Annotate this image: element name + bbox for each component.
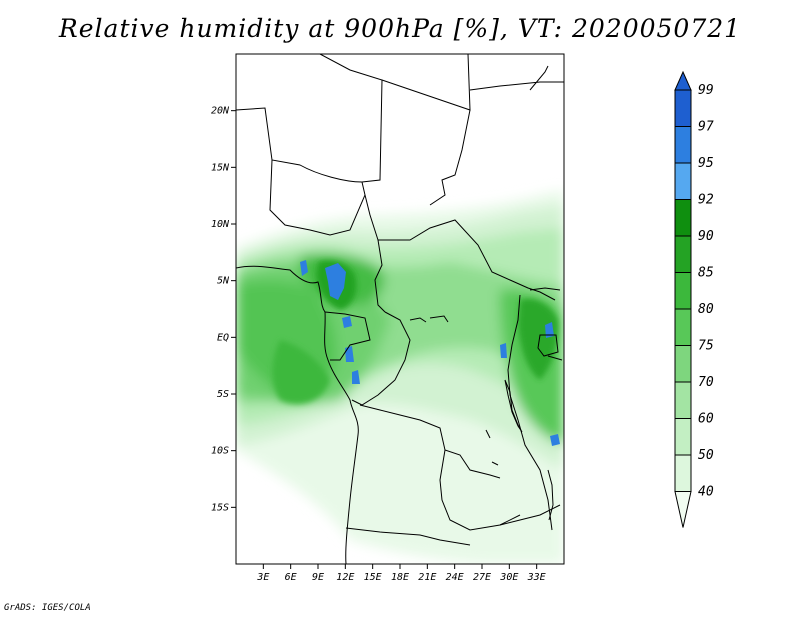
- border-namibia: [345, 527, 471, 546]
- colorbar-label: 70: [698, 375, 714, 390]
- lon-tick-label: 18E: [391, 572, 409, 583]
- inland-lake-2: [429, 315, 449, 323]
- colorbar-bottom-arrow: [674, 491, 692, 528]
- colorbar-legend: 99 97 95 92 90 85 80 75 70 60 50 40: [674, 70, 714, 528]
- colorbar-label: 95: [698, 156, 714, 171]
- colorbar-label: 80: [698, 302, 714, 317]
- lon-tick-label: 3E: [256, 572, 269, 583]
- lon-tick-label: 33E: [527, 572, 546, 583]
- colorbar-swatch: [674, 126, 692, 164]
- border-drc-angola: [359, 404, 501, 479]
- border-niger-chad: [236, 54, 383, 183]
- border-car-south: [378, 219, 556, 301]
- colorbar-swatch: [674, 162, 692, 200]
- colorbar-swatch: [674, 381, 692, 419]
- humidity-field: [236, 54, 564, 564]
- rh-99-patch-6: [545, 322, 554, 338]
- colorbar-swatch: [674, 418, 692, 456]
- colorbar-top-arrow: [674, 70, 692, 91]
- colorbar-label: 75: [698, 339, 714, 354]
- lat-tick-label: 15N: [211, 162, 230, 173]
- lake-malawi: [547, 469, 554, 521]
- country-borders: [236, 54, 564, 564]
- rh-99-patch-3: [342, 316, 352, 328]
- lat-tick-label: 10N: [211, 219, 230, 230]
- colorbar-swatch: [674, 199, 692, 237]
- border-uganda-kenya: [529, 287, 563, 361]
- colorbar-label: 60: [698, 412, 714, 427]
- rh-99-patch-8: [550, 434, 560, 446]
- lon-tick-label: 15E: [364, 572, 382, 583]
- colorbar-label: 99: [698, 83, 714, 98]
- lon-tick-label: 21E: [418, 572, 436, 583]
- grads-credit: GrADS: IGES/COLA: [4, 603, 91, 613]
- border-cameroon-car: [364, 194, 386, 313]
- border-chad-sudan: [381, 54, 471, 206]
- border-congo-drc: [351, 311, 411, 406]
- lon-tick-label: 6E: [285, 572, 297, 583]
- colorbar-label: 90: [698, 229, 714, 244]
- colorbar-label: 97: [698, 120, 714, 135]
- colorbar-swatch: [674, 454, 692, 492]
- rh-shade-85-south: [272, 340, 330, 404]
- colorbar-label: 92: [698, 193, 714, 208]
- lat-tick-label: EQ: [217, 332, 229, 343]
- colorbar-label: 85: [698, 266, 714, 281]
- rh-99-patch-7: [500, 343, 507, 358]
- rh-99-patch-5: [352, 370, 360, 384]
- chart-title: Relative humidity at 900hPa [%], VT: 202…: [58, 14, 742, 43]
- lon-tick-label: 30E: [499, 572, 518, 583]
- lat-tick-label: 20N: [211, 106, 230, 117]
- colorbar-swatch: [674, 235, 692, 273]
- rh-99-patch-1: [325, 263, 346, 300]
- colorbar-swatch: [674, 308, 692, 346]
- inland-lake-3: [485, 429, 499, 466]
- lon-tick-label: 24E: [446, 572, 464, 583]
- lat-tick-label: 5S: [217, 389, 229, 400]
- rh-99-patch-2: [300, 260, 308, 276]
- inland-lake-1: [409, 317, 427, 323]
- rh-shade-90-east: [518, 298, 559, 380]
- coastline-west-africa: [236, 265, 359, 564]
- lon-tick-label: 27E: [473, 572, 491, 583]
- colorbar-label: 50: [698, 448, 714, 463]
- colorbar-swatch: [674, 272, 692, 310]
- border-east-lakes: [507, 294, 553, 531]
- border-nigeria-cameroon: [269, 159, 366, 236]
- latitude-axis: 20N 15N 10N 5N EQ 5S 10S 15S: [211, 106, 236, 513]
- border-gabon: [324, 311, 371, 361]
- lake-tanganyika: [504, 379, 523, 433]
- colorbar-label: 40: [698, 485, 714, 500]
- colorbar-swatch: [674, 345, 692, 383]
- colorbar-swatch: [674, 89, 692, 127]
- sudan-ne-coast: [469, 65, 564, 91]
- lake-victoria: [537, 334, 559, 357]
- border-zambia-moz: [499, 504, 561, 526]
- lat-tick-label: 10S: [211, 446, 229, 457]
- lat-tick-label: 5N: [217, 276, 230, 287]
- lat-tick-label: 15S: [211, 502, 229, 513]
- lon-tick-label: 12E: [336, 572, 354, 583]
- longitude-axis: 3E 6E 9E 12E 15E 18E 21E 24E 27E 30E 33E: [256, 564, 546, 583]
- lon-tick-label: 9E: [312, 572, 324, 583]
